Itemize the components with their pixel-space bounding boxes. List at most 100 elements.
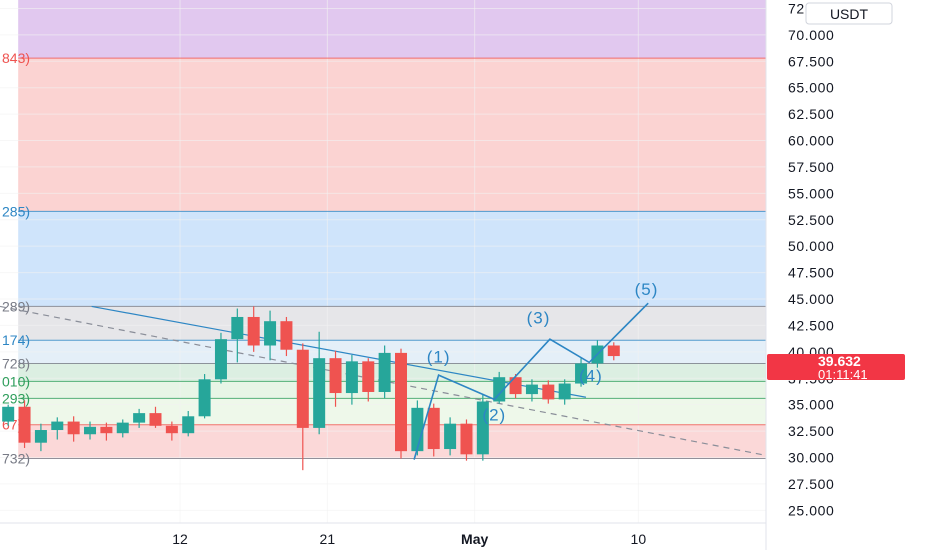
candle-body xyxy=(149,413,162,426)
candle[interactable] xyxy=(67,416,80,442)
candle-body xyxy=(51,421,64,431)
fib-zone xyxy=(18,398,766,425)
fib-zone xyxy=(18,58,766,212)
candle[interactable] xyxy=(444,417,457,456)
candle[interactable] xyxy=(575,358,588,387)
price-tick-label: 57.500 xyxy=(788,159,834,175)
candle[interactable] xyxy=(345,355,358,405)
candle-body xyxy=(296,349,309,428)
candle-body xyxy=(329,358,342,394)
last-price-tag: 39.632 01:11:41 xyxy=(767,353,905,382)
candle[interactable] xyxy=(607,342,620,361)
candle-body xyxy=(247,316,260,346)
candle[interactable] xyxy=(476,394,489,461)
candle-body xyxy=(362,361,375,392)
candle[interactable] xyxy=(116,419,129,438)
candle[interactable] xyxy=(214,332,227,384)
candle-body xyxy=(18,406,31,443)
candle-body xyxy=(67,421,80,435)
candle-body xyxy=(607,345,620,357)
candle[interactable] xyxy=(558,379,571,405)
candle-body xyxy=(214,339,227,380)
wave-label: (3) xyxy=(527,308,551,327)
candle-body xyxy=(525,384,538,395)
price-tick-label: 45.000 xyxy=(788,291,834,307)
candle-body xyxy=(411,407,424,452)
candle[interactable] xyxy=(313,331,326,435)
candle-body xyxy=(34,430,47,443)
candle[interactable] xyxy=(198,374,211,419)
candle[interactable] xyxy=(100,422,113,441)
candle[interactable] xyxy=(460,419,473,461)
currency-badge[interactable]: USDT xyxy=(805,2,893,25)
candle[interactable] xyxy=(2,404,15,426)
candle-body xyxy=(313,358,326,428)
fib-level-label: 843) xyxy=(2,50,30,66)
time-tick-label: May xyxy=(461,531,488,547)
price-tick-label: 27.500 xyxy=(788,476,834,492)
candle[interactable] xyxy=(264,310,277,361)
candle[interactable] xyxy=(509,374,522,399)
elliott-wave-path[interactable] xyxy=(413,302,649,460)
candle-body xyxy=(575,363,588,384)
candle[interactable] xyxy=(84,421,97,440)
price-tick-label: 35.000 xyxy=(788,397,834,413)
candle-body xyxy=(509,377,522,395)
candle[interactable] xyxy=(542,380,555,404)
candle[interactable] xyxy=(149,406,162,428)
price-tick-label: 32.500 xyxy=(788,423,834,439)
price-tick-label: 52.500 xyxy=(788,212,834,228)
candle[interactable] xyxy=(34,423,47,452)
candle-body xyxy=(476,401,489,455)
price-tick-label: 42.500 xyxy=(788,317,834,333)
fib-zone xyxy=(18,381,766,399)
candle-body xyxy=(558,383,571,400)
fib-level-label: 728) xyxy=(2,355,30,371)
time-tick-label: 10 xyxy=(631,531,647,547)
price-tick-label: 60.000 xyxy=(788,133,834,149)
price-tick-label: 67.500 xyxy=(788,53,834,69)
price-tick-label: 65.000 xyxy=(788,80,834,96)
fib-level-label: 285) xyxy=(2,203,30,219)
candle[interactable] xyxy=(182,411,195,437)
time-tick-label: 21 xyxy=(320,531,336,547)
candle[interactable] xyxy=(395,348,408,459)
candle[interactable] xyxy=(165,421,178,441)
price-tick-label: 70.000 xyxy=(788,27,834,43)
candle[interactable] xyxy=(51,417,64,440)
candle[interactable] xyxy=(296,343,309,471)
candle[interactable] xyxy=(362,358,375,402)
candle-body xyxy=(165,425,178,434)
candle-body xyxy=(198,379,211,417)
candle-body xyxy=(542,384,555,400)
candle-body xyxy=(2,406,15,422)
candle-body xyxy=(345,361,358,394)
candle-body xyxy=(116,422,129,434)
price-tick-label: 50.000 xyxy=(788,238,834,254)
candle-body xyxy=(84,426,97,435)
candle[interactable] xyxy=(427,403,440,457)
fib-level-label: 732) xyxy=(2,451,30,467)
price-tick-label: 62.500 xyxy=(788,106,834,122)
fib-zone xyxy=(18,424,766,459)
wave-label: (2) xyxy=(482,406,506,425)
candle[interactable] xyxy=(378,345,391,399)
candle[interactable] xyxy=(247,306,260,352)
candle[interactable] xyxy=(231,308,244,363)
candle[interactable] xyxy=(133,408,146,428)
candle-body xyxy=(378,352,391,392)
price-tick-label: 55.000 xyxy=(788,185,834,201)
candle[interactable] xyxy=(18,400,31,448)
wave-label: (5) xyxy=(635,280,659,299)
bar-countdown: 01:11:41 xyxy=(818,367,868,382)
candle[interactable] xyxy=(329,350,342,407)
candle[interactable] xyxy=(280,316,293,357)
candle[interactable] xyxy=(493,371,506,404)
last-price-value: 39.632 xyxy=(818,353,861,369)
currency-label: USDT xyxy=(830,6,869,22)
candle-body xyxy=(427,407,440,450)
candle-body xyxy=(100,426,113,434)
candle[interactable] xyxy=(525,379,538,402)
